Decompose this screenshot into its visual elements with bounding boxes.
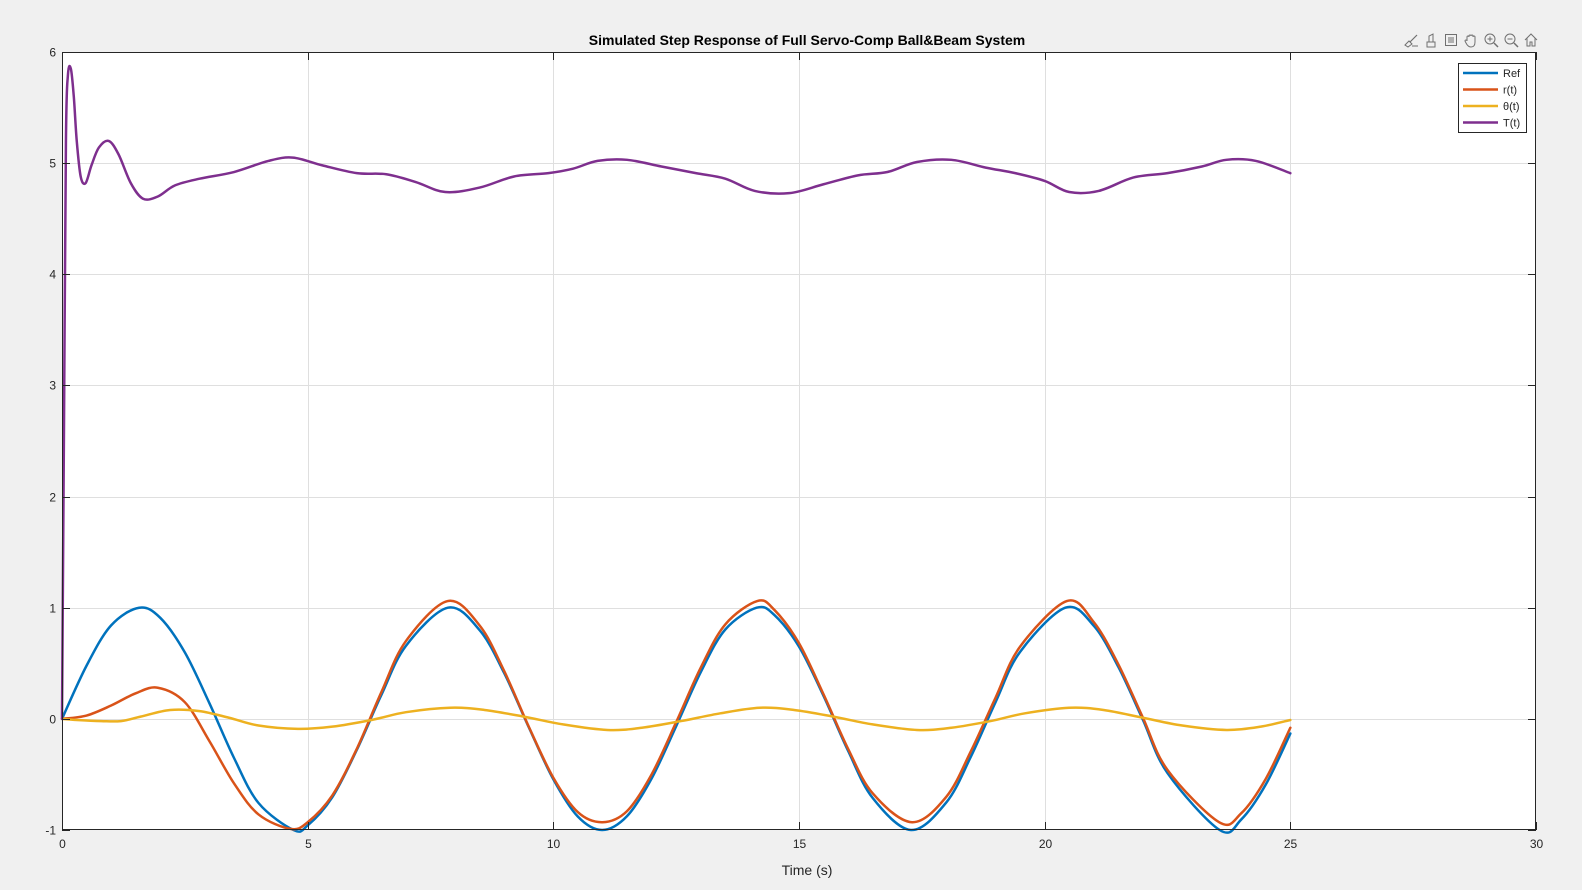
- zoom-in-icon[interactable]: [1482, 31, 1500, 49]
- legend-label: r(t): [1503, 85, 1517, 97]
- x-tick-label: 25: [1284, 837, 1298, 851]
- series-line-ref[interactable]: [60, 605, 1292, 834]
- brush-icon[interactable]: [1402, 31, 1420, 49]
- zoom-out-icon[interactable]: [1502, 31, 1520, 49]
- y-tick-label: 1: [49, 602, 56, 616]
- y-tick-label: 5: [49, 157, 56, 171]
- legend-label: T(t): [1503, 118, 1520, 130]
- data-tips-icon[interactable]: [1422, 31, 1440, 49]
- y-tick-label: 3: [49, 379, 56, 393]
- series-line-tt[interactable]: [60, 64, 1292, 721]
- x-tick-label: 15: [793, 837, 807, 851]
- series-line-t[interactable]: [60, 706, 1292, 732]
- legend-box: [1458, 63, 1527, 133]
- x-tick-label: 0: [59, 837, 66, 851]
- x-tick-label: 30: [1530, 837, 1544, 851]
- series-line-rt[interactable]: [60, 599, 1292, 831]
- chart-title: Simulated Step Response of Full Servo-Co…: [589, 32, 1025, 48]
- rotate-icon[interactable]: [1442, 31, 1460, 49]
- grid: [62, 52, 1536, 830]
- ticks: [62, 52, 1537, 831]
- y-tick-label: 4: [49, 268, 56, 282]
- legend-label: θ(t): [1503, 101, 1520, 113]
- series-layer: [60, 64, 1292, 834]
- legend-label: Ref: [1503, 68, 1521, 80]
- pan-icon[interactable]: [1462, 31, 1480, 49]
- x-tick-label: 20: [1039, 837, 1053, 851]
- x-tick-label: 10: [547, 837, 561, 851]
- x-tick-label: 5: [305, 837, 312, 851]
- y-tick-label: 2: [49, 491, 56, 505]
- x-axis-label: Time (s): [782, 862, 833, 878]
- home-icon[interactable]: [1522, 31, 1540, 49]
- legend[interactable]: Ref r(t) θ(t) T(t): [1458, 63, 1527, 133]
- axes-toolbar: [1402, 31, 1540, 49]
- y-tick-label: 6: [49, 46, 56, 60]
- y-tick-label: 0: [49, 713, 56, 727]
- y-tick-label: -1: [45, 824, 56, 838]
